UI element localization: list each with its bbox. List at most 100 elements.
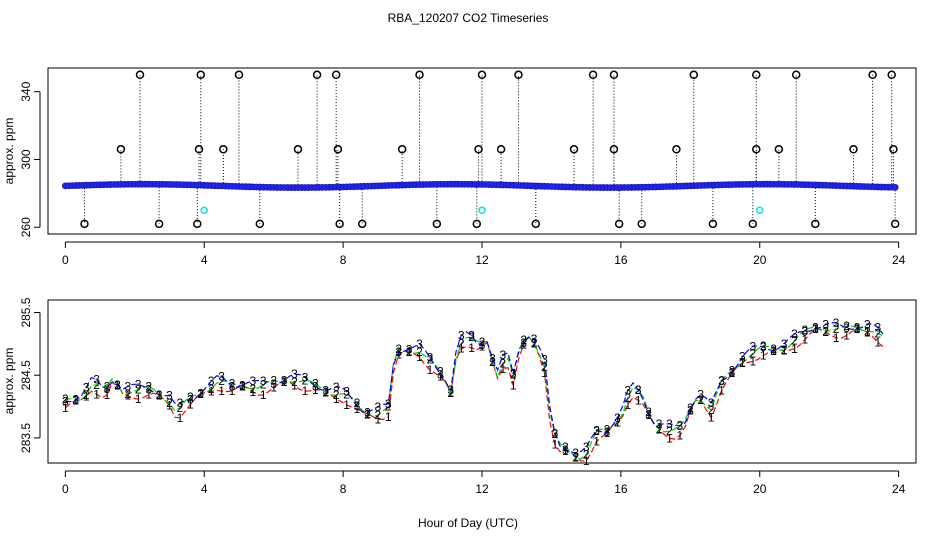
series-3-marker: 3: [239, 378, 246, 392]
series-1-marker: 1: [499, 362, 506, 376]
spike-point: [637, 219, 646, 229]
series-1-marker: 1: [791, 342, 798, 356]
series-2-marker: 2: [791, 333, 798, 347]
series-2-marker: 2: [468, 330, 475, 344]
series-1-marker: 1: [145, 388, 152, 402]
series-1-marker: 1: [635, 393, 642, 407]
top-y-tick-label: 300: [19, 149, 33, 169]
top-x-tick-label: 0: [62, 253, 69, 267]
series-2-marker: 2: [645, 405, 652, 419]
bottom-x-tick-label: 16: [614, 482, 628, 496]
series-3-marker: 3: [479, 338, 486, 352]
series-2-marker: 2: [729, 364, 736, 378]
series-2-marker: 2: [583, 448, 590, 462]
spike-point: [312, 70, 322, 80]
series-3-marker: 3: [135, 377, 142, 391]
cyan-point: [200, 206, 208, 215]
series-3-marker: 3: [541, 352, 548, 366]
series-3-marker: 3: [624, 383, 631, 397]
top-data-marks: [61, 70, 900, 229]
series-1-marker: 1: [708, 411, 715, 425]
series-1-marker: 1: [208, 385, 215, 399]
spike-point: [811, 219, 820, 229]
series-2-marker: 2: [250, 382, 257, 396]
series-3-marker: 3: [302, 370, 309, 384]
series-2-marker: 2: [656, 422, 663, 436]
series-2-marker: 2: [427, 352, 434, 366]
series-2-marker: 2: [843, 319, 850, 333]
series-1-marker: 1: [458, 342, 465, 356]
series-2-marker: 2: [145, 380, 152, 394]
spike-point: [397, 145, 407, 154]
bottom-x-tick-label: 12: [475, 482, 489, 496]
series-3-marker: 3: [208, 374, 215, 388]
series-2-marker: 2: [541, 360, 548, 374]
series-2-marker: 2: [125, 387, 132, 401]
cyan-point: [756, 206, 764, 215]
series-2-marker: 2: [479, 335, 486, 349]
series-2-marker: 2: [604, 422, 611, 436]
series-2-marker: 2: [364, 408, 371, 422]
series-1-marker: 1: [489, 354, 496, 368]
series-3-marker: 3: [677, 419, 684, 433]
series-3-marker: 3: [739, 350, 746, 364]
series-1-marker: 1: [125, 389, 132, 403]
series-1-marker: 1: [833, 331, 840, 345]
series-2-marker: 2: [197, 387, 204, 401]
data-point: [891, 183, 899, 191]
series-1-marker: 1: [427, 363, 434, 377]
top-x-tick-label: 12: [475, 253, 489, 267]
series-1-marker: 1: [843, 328, 850, 342]
series-2-marker: 2: [343, 387, 350, 401]
series-3-marker: 3: [749, 339, 756, 353]
series-2-marker: 2: [687, 401, 694, 415]
series-3-marker: 3: [72, 393, 79, 407]
series-1-marker: 1: [510, 378, 517, 392]
cyan-point: [478, 206, 486, 215]
series-2-marker: 2: [520, 333, 527, 347]
series-3-marker: 3: [614, 411, 621, 425]
series-2-marker: 2: [239, 379, 246, 393]
series-3-marker: 3: [656, 417, 663, 431]
series-3-marker: 3: [489, 351, 496, 365]
series-3-marker: 3: [531, 332, 538, 346]
series-1-marker: 1: [479, 340, 486, 354]
series-3-marker: 3: [854, 322, 861, 336]
series-2-marker: 2: [218, 374, 225, 388]
bottom-x-tick-label: 0: [62, 482, 69, 496]
series-3-marker: 3: [843, 321, 850, 335]
series-3-marker: 3: [458, 329, 465, 343]
series-1-marker: 1: [468, 341, 475, 355]
spike-point: [80, 219, 89, 229]
series-3-marker: 3: [322, 384, 329, 398]
series-2-marker: 2: [739, 356, 746, 370]
series-1-marker: 1: [552, 438, 559, 452]
series-3-line: [65, 321, 884, 454]
series-1-marker: 1: [437, 369, 444, 383]
series-1-marker: 1: [604, 426, 611, 440]
top-x-tick-label: 4: [201, 253, 208, 267]
series-1-marker: 1: [718, 383, 725, 397]
spike-point: [614, 219, 624, 229]
series-2-marker: 2: [854, 321, 861, 335]
series-3-marker: 3: [447, 383, 454, 397]
top-y-tick-label: 260: [19, 217, 33, 237]
series-3-marker: 3: [229, 380, 236, 394]
series-2-marker: 2: [812, 320, 819, 334]
series-3-marker: 3: [177, 396, 184, 410]
series-3-marker: 3: [635, 383, 642, 397]
series-3-marker: 3: [437, 367, 444, 381]
series-1-marker: 1: [854, 322, 861, 336]
spike-point: [774, 145, 784, 154]
series-1-marker: 1: [354, 402, 361, 416]
series-2-marker: 2: [499, 356, 506, 370]
series-2-marker: 2: [572, 450, 579, 464]
series-1-marker: 1: [562, 444, 569, 458]
series-3-marker: 3: [572, 446, 579, 460]
series-3-marker: 3: [499, 348, 506, 362]
top-x-tick-label: 24: [892, 253, 906, 267]
series-2-marker: 2: [614, 416, 621, 430]
spike-point: [569, 145, 579, 154]
x-axis-label: Hour of Day (UTC): [418, 516, 518, 530]
series-1-marker: 1: [677, 429, 684, 443]
